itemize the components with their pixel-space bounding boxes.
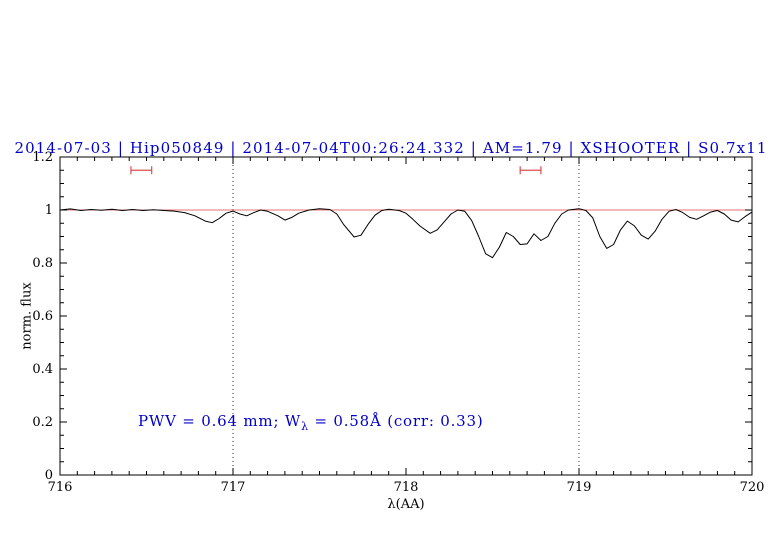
y-axis-label: norm. flux <box>19 282 35 350</box>
y-tick-label: 0.2 <box>32 415 53 430</box>
y-tick-label: 0.6 <box>32 309 53 324</box>
x-tick-label: 718 <box>394 480 419 495</box>
y-tick-label: 0.8 <box>32 256 53 271</box>
pwv-annotation-prefix: PWV = 0.64 mm; W <box>138 412 302 430</box>
y-tick-label: 1 <box>45 203 53 218</box>
x-tick-label: 716 <box>48 480 73 495</box>
x-tick-label: 717 <box>221 480 246 495</box>
pwv-annotation-suffix: = 0.58Å (corr: 0.33) <box>308 412 484 430</box>
y-tick-label: 0 <box>45 468 53 483</box>
plot-title: 2014-07-03 | Hip050849 | 2014-07-04T00:2… <box>14 139 768 157</box>
x-tick-label: 719 <box>567 480 592 495</box>
y-tick-label: 0.4 <box>32 362 53 377</box>
spectrum-line <box>59 208 753 259</box>
x-tick-label: 720 <box>740 480 765 495</box>
pwv-annotation-subscript: λ <box>301 420 309 433</box>
x-axis-label: λ(AA) <box>387 497 425 512</box>
y-tick-label: 1.2 <box>32 150 53 165</box>
pwv-annotation: PWV = 0.64 mm; Wλ = 0.58Å (corr: 0.33) <box>138 412 484 433</box>
